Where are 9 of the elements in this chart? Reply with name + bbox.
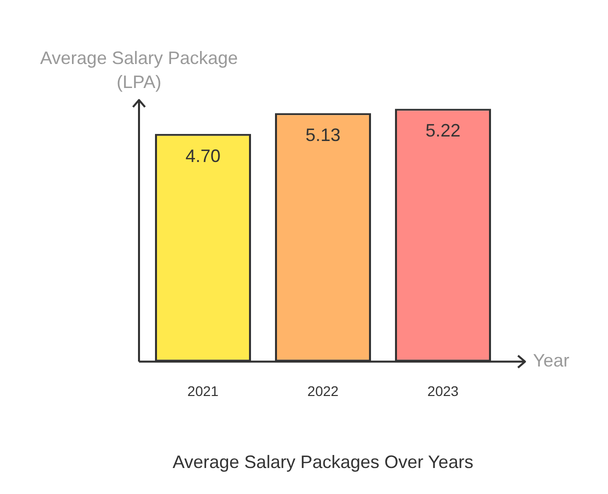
x-tick-label: 2023 [427,382,459,399]
y-axis-title: Average Salary Package (LPA) [40,48,238,92]
x-tick-label: 2022 [307,382,339,399]
data-label: 4.70 [185,146,221,166]
text: Average Salary Packages Over Years [172,452,474,472]
x-tick-label: 2021 [187,382,219,399]
data-label: 5.13 [305,125,341,146]
x-axis-title: Year [533,350,570,371]
data-label: 5.22 [425,120,461,141]
